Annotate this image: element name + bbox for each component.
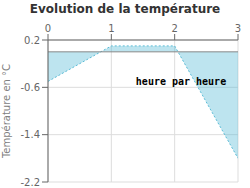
- svg-text:heure par heure: heure par heure: [136, 76, 226, 87]
- svg-text:1: 1: [108, 23, 114, 34]
- svg-text:-2.2: -2.2: [20, 177, 40, 188]
- svg-text:0: 0: [45, 23, 51, 34]
- svg-text:Température en °C: Température en °C: [8, 64, 12, 159]
- html-text:Evolution de la température: Evolution de la température: [29, 2, 221, 16]
- svg-text:-1.4: -1.4: [20, 129, 40, 140]
- svg-text:0.2: 0.2: [24, 35, 40, 46]
- svg-text:-0.6: -0.6: [20, 82, 40, 93]
- svg-text:3: 3: [235, 23, 241, 34]
- svg-text:2: 2: [171, 23, 177, 34]
